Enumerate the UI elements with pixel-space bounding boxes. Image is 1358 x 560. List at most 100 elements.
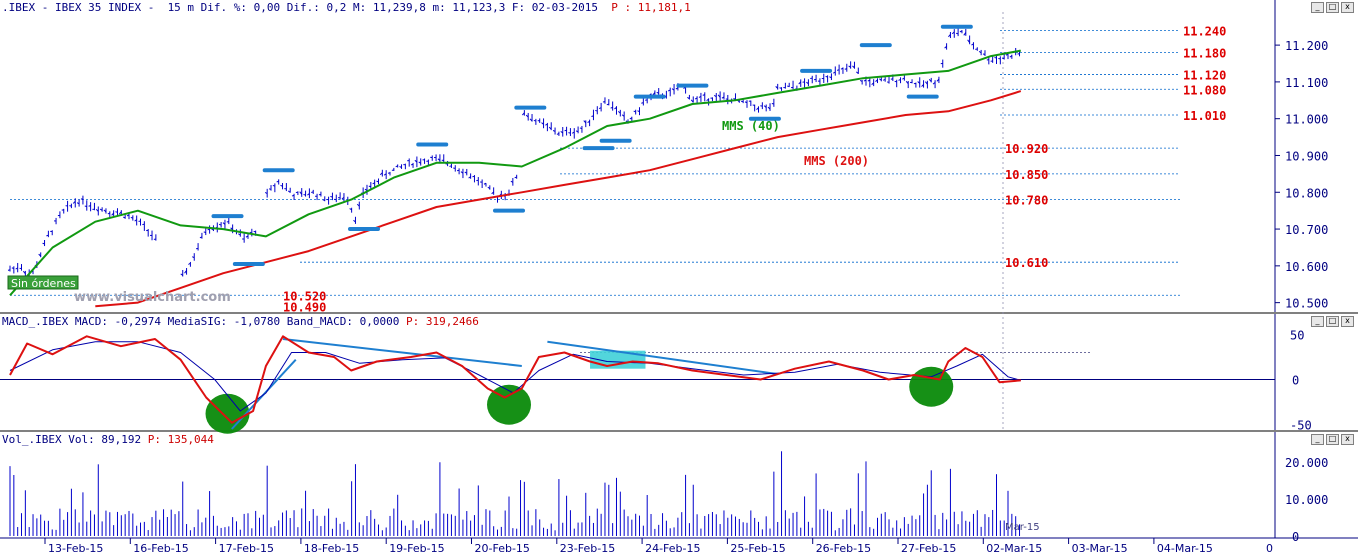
volume-header-text: Vol_.IBEX Vol: 89,192 [2,433,141,446]
swing-marker [212,214,244,218]
x-tick-label: 26-Feb-15 [816,542,871,555]
swing-marker [514,106,546,110]
candle-tick [845,69,847,70]
x-tick-label: 17-Feb-15 [219,542,274,555]
x-tick-label: 24-Feb-15 [645,542,700,555]
vol-close-button[interactable]: x [1341,434,1354,445]
price-header-value: P : 11,181,1 [611,1,690,14]
price-panel-header: .IBEX - IBEX 35 INDEX - 15 m Dif. %: 0,0… [2,1,691,14]
candle-tick [607,104,609,105]
x-tick-label: 02-Mar-15 [986,542,1042,555]
level-label-11180: 11.180 [1183,46,1226,60]
candle-tick [595,110,597,111]
mar15-label: Mar-15 [1005,522,1040,533]
swing-marker [583,146,615,150]
macd-minimize-button[interactable]: _ [1311,316,1324,327]
candle-tick [43,243,45,244]
candle-tick [89,206,91,207]
watermark: www.visualchart.com [74,290,231,305]
close-button[interactable]: x [1341,2,1354,13]
price-tick-label: 10.500 [1285,297,1328,311]
price-header-text: .IBEX - IBEX 35 INDEX - 15 m Dif. %: 0,0… [2,1,598,14]
x-tick-label: 04-Mar-15 [1157,542,1213,555]
candle-tick [837,70,839,71]
level-label-11010: 11.010 [1183,109,1226,123]
candle-tick [334,199,336,200]
vol-maximize-button[interactable]: □ [1326,434,1339,445]
vol-minimize-button[interactable]: _ [1311,434,1324,445]
candle-tick [994,57,996,58]
level-label-11240: 11.240 [1183,24,1226,38]
candle-tick [534,120,536,121]
candle-tick [323,200,325,201]
candle-tick [772,103,774,104]
macd-tick-label: 0 [1292,374,1299,388]
candle-tick [956,33,958,34]
price-tick-label: 10.600 [1285,260,1328,274]
level-label-10490: 10.490 [283,300,326,314]
volume-tick-label: 10.000 [1285,493,1328,507]
volume-panel-header: Vol_.IBEX Vol: 89,192 P: 135,044 [2,433,214,446]
candle-tick [891,79,893,80]
candle-tick [219,224,221,225]
mms40-label: MMS (40) [722,119,780,133]
x-tick-label: 25-Feb-15 [730,542,785,555]
x-tick-label: 13-Feb-15 [48,542,103,555]
swing-marker [800,69,832,73]
x-tick-label: 18-Feb-15 [304,542,359,555]
sin-ordenes-label: Sin órdenes [11,277,76,290]
price-window-buttons: _□x [1311,2,1354,13]
swing-marker [634,95,666,99]
candle-tick [591,116,593,117]
swing-marker [907,95,939,99]
macd-panel-header: MACD_.IBEX MACD: -0,2974 MediaSIG: -1,07… [2,315,479,328]
macd-window-buttons: _□x [1311,316,1354,327]
candle-tick [269,189,271,190]
level-label-10850: 10.850 [1005,168,1048,182]
macd-close-button[interactable]: x [1341,316,1354,327]
level-label-11080: 11.080 [1183,83,1226,97]
swing-marker [600,139,632,143]
candle-tick [868,80,870,81]
macd-maximize-button[interactable]: □ [1326,316,1339,327]
level-label-11120: 11.120 [1183,69,1226,83]
x-tick-label-end: 0 [1266,542,1273,555]
candle-tick [641,103,643,104]
x-tick-label: 03-Mar-15 [1072,542,1128,555]
candle-tick [1002,58,1004,59]
maximize-button[interactable]: □ [1326,2,1339,13]
x-tick-label: 23-Feb-15 [560,542,615,555]
candle-tick [780,88,782,89]
volume-tick-label: 0 [1292,530,1299,544]
candle-tick [449,166,451,167]
candle-tick [46,235,48,236]
candle-tick [457,170,459,171]
macd-header-value: P: 319,2466 [406,315,479,328]
candle-tick [580,128,582,129]
macd-circle [909,367,953,407]
x-tick-label: 16-Feb-15 [133,542,188,555]
swing-marker [348,227,380,231]
candle-tick [376,181,378,182]
price-tick-label: 11.100 [1285,76,1328,90]
candle-tick [8,270,10,271]
swing-marker [860,43,892,47]
candle-tick [745,102,747,103]
candle-tick [515,177,517,178]
candle-tick [273,185,275,186]
macd-tick-label: 50 [1290,329,1304,343]
minimize-button[interactable]: _ [1311,2,1324,13]
macd-tick-label: -50 [1290,419,1312,433]
swing-marker [416,142,448,146]
candle-tick [787,86,789,87]
level-label-10780: 10.780 [1005,194,1048,208]
candle-tick [142,224,144,225]
level-label-10610: 10.610 [1005,256,1048,270]
macd-header-text: MACD_.IBEX MACD: -0,2974 MediaSIG: -1,07… [2,315,399,328]
candle-tick [411,164,413,165]
candle-tick [741,101,743,102]
swing-marker [493,209,525,213]
candle-tick [85,206,87,207]
